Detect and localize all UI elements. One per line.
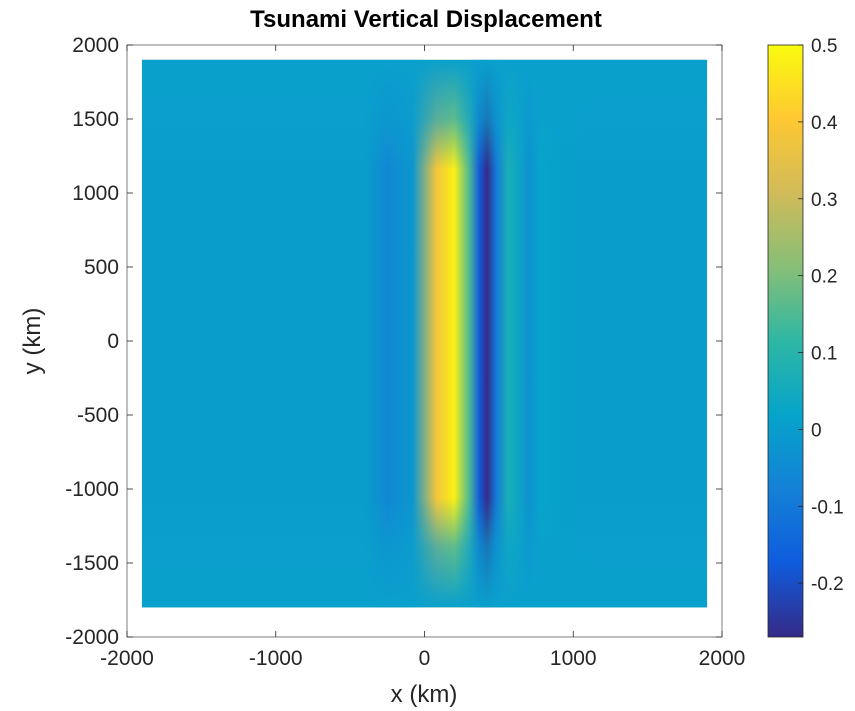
colorbar-tick-label: 0.2 [811,267,837,288]
y-tick-label: 500 [84,256,119,279]
colorbar-tick-label: 0 [811,420,822,441]
colorbar-tick-label: 0.5 [811,36,837,57]
x-tick-label: 1000 [550,647,597,670]
y-tick-label: -1000 [65,478,119,501]
y-tick-label: -1500 [65,552,119,575]
x-tick-label: 2000 [699,647,746,670]
colorbar-tick-label: 0.1 [811,344,837,365]
y-tick-label: 1000 [72,182,119,205]
x-axis-label: x (km) [391,681,458,708]
y-tick-label: 2000 [72,34,119,57]
colorbar-tick-label: -0.2 [811,574,844,595]
y-tick-label: 1500 [72,108,119,131]
wave-edge-fade [141,59,708,608]
y-tick-label: 0 [107,330,119,353]
chart-title: Tsunami Vertical Displacement [250,6,602,33]
heatmap-image [141,59,708,608]
colorbar-tick-label: 0.3 [811,190,837,211]
x-tick-label: 0 [419,647,431,670]
y-tick-label: -500 [77,404,119,427]
colorbar-ticks: 0.5 0.4 0.3 0.2 0.1 0 -0.1 -0.2 [798,36,844,595]
x-tick-label: -1000 [249,647,303,670]
colorbar-tick-label: 0.4 [811,113,838,134]
y-axis-ticks: 2000 1500 1000 500 0 -500 -1000 -1500 -2000 [65,34,722,649]
y-tick-label: -2000 [65,626,119,649]
colorbar [767,44,804,638]
x-tick-label: -2000 [100,647,154,670]
x-axis-ticks: -2000 -1000 0 1000 2000 [100,45,745,670]
colorbar-tick-label: -0.1 [811,497,844,518]
y-axis-label: y (km) [19,308,46,375]
